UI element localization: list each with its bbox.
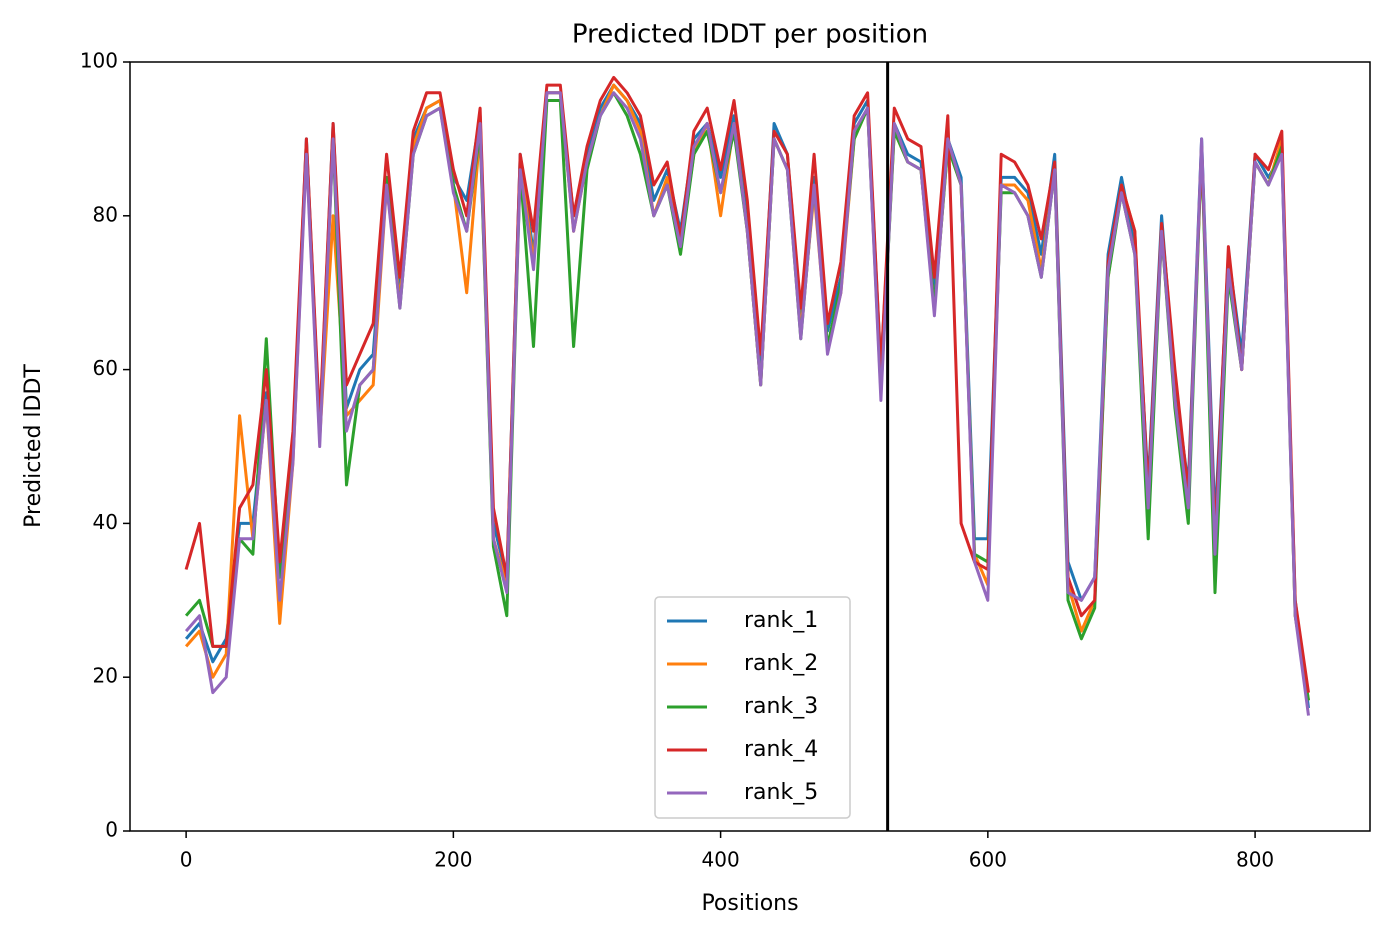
plot-frame: [129, 61, 1371, 832]
x-tick-label: 200: [434, 848, 472, 872]
y-tick-label: 100: [80, 49, 118, 73]
series-line: [184, 75, 1310, 693]
x-tick-label: 0: [180, 848, 193, 872]
series-line: [184, 91, 1310, 716]
y-tick-label: 20: [93, 664, 118, 688]
legend-label: rank_1: [744, 608, 818, 633]
legend-label: rank_4: [744, 737, 818, 762]
legend-box: [654, 596, 851, 819]
y-tick-label: 80: [93, 202, 118, 226]
y-tick-label: 0: [105, 818, 118, 842]
y-axis-label: Predicted lDDT: [21, 364, 46, 528]
legend-label: rank_5: [744, 780, 818, 805]
x-tick-label: 600: [969, 848, 1007, 872]
chart-title: Predicted lDDT per position: [572, 20, 928, 50]
y-tick-label: 60: [93, 356, 118, 380]
y-tick-label: 40: [93, 510, 118, 534]
legend-label: rank_2: [744, 651, 818, 676]
x-tick-label: 800: [1236, 848, 1274, 872]
x-axis-label: Positions: [701, 891, 798, 916]
x-tick-label: 400: [702, 848, 740, 872]
legend-label: rank_3: [744, 694, 818, 719]
